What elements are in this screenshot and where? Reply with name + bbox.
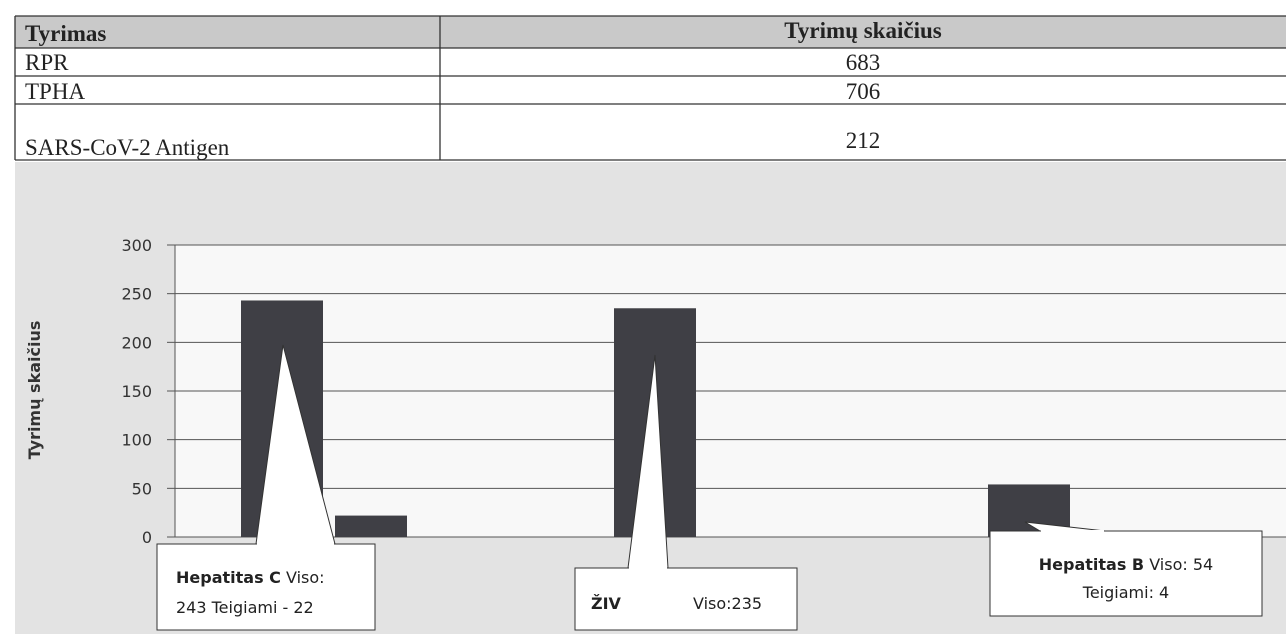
table-cell: 706 xyxy=(846,79,881,104)
table-header-bg xyxy=(15,16,1286,48)
y-tick-label: 250 xyxy=(121,285,152,304)
callout-text: 243 Teigiami - 22 xyxy=(176,598,314,617)
callout-line: Viso: xyxy=(281,568,325,587)
callout-text: Hepatitas B Viso: 54 xyxy=(1039,555,1213,574)
y-axis-label: Tyrimų skaičius xyxy=(25,321,44,460)
table-header: Tyrimų skaičius xyxy=(784,18,941,43)
callout-line: Viso: 54 xyxy=(1144,555,1213,574)
callout-text: Viso:235 xyxy=(693,594,762,613)
y-tick-label: 0 xyxy=(142,528,152,547)
callout-box xyxy=(574,567,798,631)
table-cell: 683 xyxy=(846,50,881,75)
table-lines xyxy=(14,15,1286,161)
y-tick-label: 150 xyxy=(121,382,152,401)
y-tick-label: 100 xyxy=(121,431,152,450)
table-cell: RPR xyxy=(25,50,69,75)
bar xyxy=(335,515,407,537)
table-cell: TPHA xyxy=(25,79,85,104)
y-tick-label: 200 xyxy=(121,333,152,352)
callout-bold: Hepatitas C xyxy=(176,568,281,587)
callout-text: Hepatitas C Viso: xyxy=(176,568,325,587)
callout-bold: ŽIV xyxy=(591,594,622,613)
callout-box xyxy=(989,530,1263,617)
table-cell: SARS-CoV-2 Antigen xyxy=(25,135,230,160)
callout-box xyxy=(156,543,376,631)
callouts xyxy=(156,344,1263,631)
table-cell: 212 xyxy=(846,128,881,153)
y-tick-label: 300 xyxy=(121,236,152,255)
callout-text: Teigiami: 4 xyxy=(1082,583,1169,602)
table-header: Tyrimas xyxy=(25,21,106,46)
callout-bold: Hepatitas B xyxy=(1039,555,1144,574)
y-tick-label: 50 xyxy=(132,479,152,498)
